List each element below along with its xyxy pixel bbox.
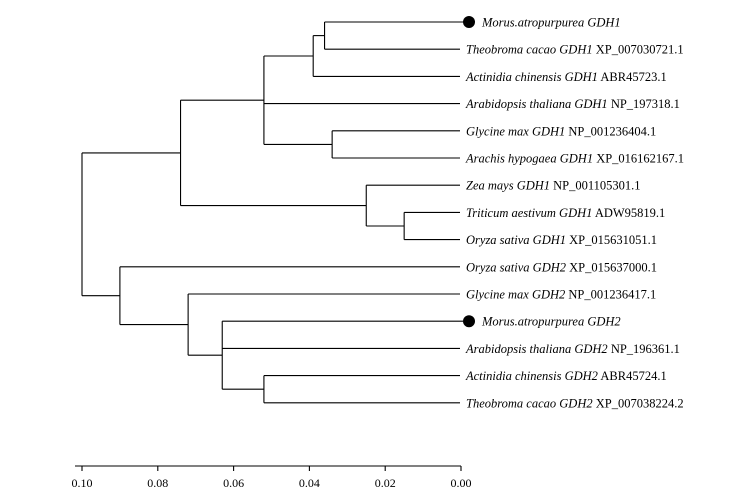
- axis-tick-label: 0.08: [147, 476, 168, 490]
- axis-tick-label: 0.00: [451, 476, 472, 490]
- leaf-species-name: Triticum aestivum GDH1: [466, 206, 592, 220]
- axis-tick-label: 0.02: [375, 476, 396, 490]
- leaf-label: Actinidia chinensis GDH1 ABR45723.1: [465, 70, 667, 84]
- leaf-accession: XP_007030721.1: [593, 43, 684, 57]
- distance-scale-axis: 0.10 0.08 0.06 0.04 0.02 0.00: [72, 465, 472, 490]
- tree-branches: [81, 21, 463, 404]
- leaf-species-name: Zea mays GDH1: [466, 179, 550, 193]
- leaf-accession: ABR45724.1: [598, 369, 667, 383]
- leaf-species-name: Arachis hypogaea GDH1: [465, 152, 593, 166]
- leaf-label: Morus.atropurpurea GDH1: [481, 16, 621, 30]
- leaf-species-name: Oryza sativa GDH1: [466, 233, 566, 247]
- leaf-accession: NP_001236417.1: [565, 288, 656, 302]
- axis-tick-label: 0.04: [299, 476, 320, 490]
- leaf-label: Theobroma cacao GDH2 XP_007038224.2: [466, 396, 684, 410]
- leaf-label: Glycine max GDH1 NP_001236404.1: [466, 124, 656, 138]
- leaf-accession: NP_001236404.1: [565, 124, 656, 138]
- leaf-species-name: Glycine max GDH1: [466, 124, 565, 138]
- leaf-species-name: Arabidopsis thaliana GDH2: [465, 342, 608, 356]
- leaf-species-name: Actinidia chinensis GDH1: [465, 70, 598, 84]
- leaf-species-name: Glycine max GDH2: [466, 288, 565, 302]
- leaf-species-name: Morus.atropurpurea GDH2: [481, 315, 621, 329]
- leaf-label: Oryza sativa GDH1 XP_015631051.1: [466, 233, 657, 247]
- leaf-accession: NP_197318.1: [608, 97, 680, 111]
- leaf-species-name: Oryza sativa GDH2: [466, 260, 566, 274]
- leaf-accession: XP_015631051.1: [566, 233, 657, 247]
- leaf-species-name: Arabidopsis thaliana GDH1: [465, 97, 608, 111]
- leaf-labels: Morus.atropurpurea GDH1 Theobroma cacao G…: [463, 16, 684, 410]
- leaf-species-name: Theobroma cacao GDH2: [466, 396, 593, 410]
- leaf-label: Theobroma cacao GDH1 XP_007030721.1: [466, 43, 684, 57]
- leaf-accession: NP_001105301.1: [550, 179, 641, 193]
- axis-tick-label: 0.10: [72, 476, 93, 490]
- leaf-species-name: Theobroma cacao GDH1: [466, 43, 593, 57]
- leaf-label: Actinidia chinensis GDH2 ABR45724.1: [465, 369, 667, 383]
- leaf-label: Zea mays GDH1 NP_001105301.1: [466, 179, 641, 193]
- leaf-label: Arachis hypogaea GDH1 XP_016162167.1: [465, 152, 684, 166]
- leaf-accession: XP_016162167.1: [593, 152, 684, 166]
- leaf-marker-dot: [463, 16, 475, 28]
- leaf-accession: XP_015637000.1: [566, 260, 657, 274]
- leaf-label: Triticum aestivum GDH1 ADW95819.1: [466, 206, 665, 220]
- leaf-label: Morus.atropurpurea GDH2: [481, 315, 621, 329]
- leaf-accession: XP_007038224.2: [593, 396, 684, 410]
- leaf-label: Arabidopsis thaliana GDH1 NP_197318.1: [465, 97, 680, 111]
- leaf-species-name: Actinidia chinensis GDH2: [465, 369, 598, 383]
- leaf-label: Arabidopsis thaliana GDH2 NP_196361.1: [465, 342, 680, 356]
- leaf-marker-dot: [463, 315, 475, 328]
- leaf-accession: ADW95819.1: [592, 206, 665, 220]
- leaf-accession: NP_196361.1: [608, 342, 680, 356]
- leaf-label: Oryza sativa GDH2 XP_015637000.1: [466, 260, 657, 274]
- axis-tick-label: 0.06: [223, 476, 244, 490]
- leaf-accession: ABR45723.1: [598, 70, 667, 84]
- leaf-label: Glycine max GDH2 NP_001236417.1: [466, 288, 656, 302]
- leaf-species-name: Morus.atropurpurea GDH1: [481, 16, 621, 30]
